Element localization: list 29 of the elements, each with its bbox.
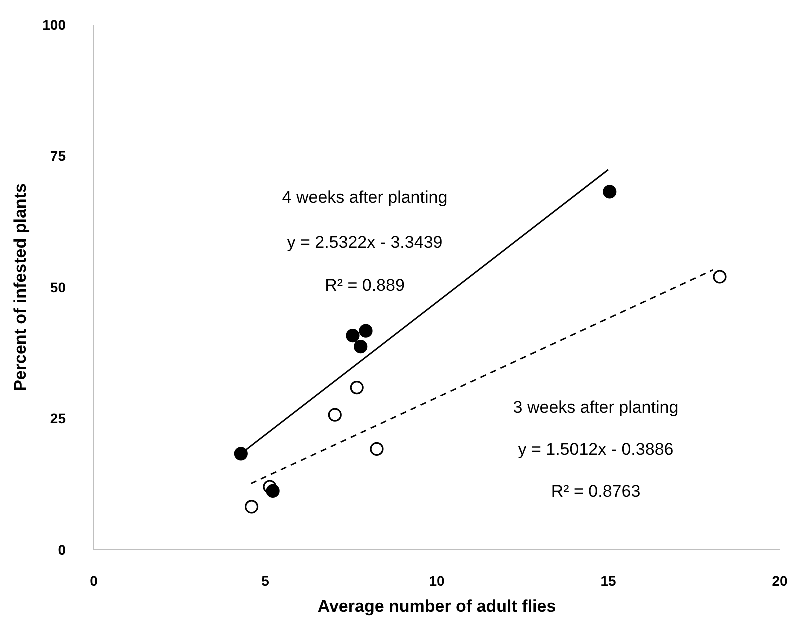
x-tick-label: 5 <box>262 572 270 589</box>
y-tick-label: 50 <box>50 279 66 296</box>
x-tick-label: 15 <box>600 572 616 589</box>
point <box>359 324 373 338</box>
point <box>713 270 727 284</box>
point <box>354 340 368 354</box>
annotation: R² = 0.8763 <box>550 482 642 502</box>
y-tick-label: 25 <box>50 410 66 427</box>
point <box>370 442 384 456</box>
x-axis-title: Average number of adult flies <box>318 597 556 616</box>
point <box>328 408 342 422</box>
y-tick-label: 75 <box>50 148 66 164</box>
point <box>346 329 360 343</box>
point <box>350 380 364 395</box>
y-axis-title: Percent of infested plants <box>11 184 30 392</box>
annotation: y = 1.5012x - 0.3886 <box>517 440 675 460</box>
x-tick-label: 0 <box>90 572 98 589</box>
y-tick-label: 100 <box>42 16 66 33</box>
point <box>266 484 280 498</box>
annotation: y = 2.5322x - 3.3439 <box>286 233 444 253</box>
point <box>603 185 617 199</box>
point <box>244 500 259 514</box>
x-tick-label: 20 <box>772 572 788 589</box>
annotation: R² = 0.889 <box>324 276 406 296</box>
x-tick-label: 10 <box>429 572 445 589</box>
point <box>234 447 248 461</box>
annotation: 4 weeks after planting <box>281 188 449 208</box>
y-tick-label: 0 <box>58 542 66 558</box>
annotation: 3 weeks after planting <box>512 398 680 418</box>
